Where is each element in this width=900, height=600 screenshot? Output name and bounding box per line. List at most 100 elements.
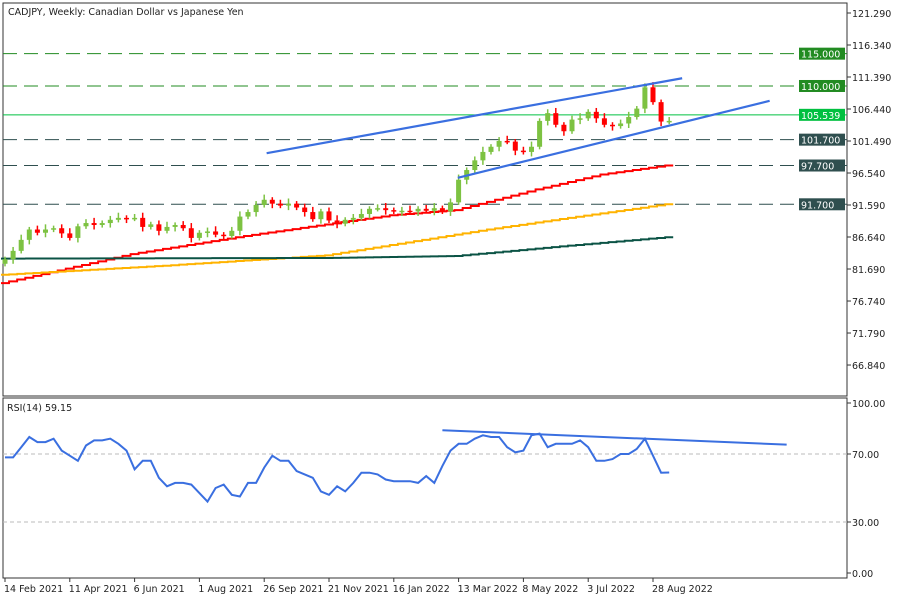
level-price-badge <box>799 79 845 92</box>
level-price-badge <box>799 133 845 146</box>
bullish-candle <box>626 117 632 124</box>
level-price-label: 91.700 <box>801 200 834 211</box>
bullish-candle <box>358 213 364 218</box>
moving-average-line <box>1 236 674 260</box>
price-tick-label: 81.690 <box>852 265 885 276</box>
rsi-label: RSI(14) 59.15 <box>7 403 72 414</box>
bullish-candle <box>342 219 348 224</box>
bearish-candle <box>34 229 40 233</box>
bullish-candle <box>577 118 583 120</box>
time-tick-label: 26 Sep 2021 <box>263 584 323 595</box>
bullish-candle <box>75 226 81 238</box>
price-tick-label: 71.790 <box>852 329 885 340</box>
bearish-candle <box>553 113 559 125</box>
bullish-candle <box>375 208 381 210</box>
bullish-candle <box>367 208 372 214</box>
bearish-candle <box>593 111 599 119</box>
trend-channel-upper <box>266 77 683 155</box>
moving-average-line <box>1 203 674 276</box>
bullish-candle <box>318 211 324 220</box>
bullish-candle <box>253 204 259 213</box>
time-tick-label: 28 Aug 2022 <box>652 584 713 595</box>
bullish-candle <box>205 231 210 233</box>
rsi-tick-label: 70.00 <box>852 450 879 461</box>
bullish-candle <box>537 120 543 147</box>
bullish-candle <box>261 199 267 205</box>
level-price-badge <box>799 47 845 60</box>
bullish-candle <box>634 108 640 118</box>
bullish-candle <box>172 224 178 227</box>
bearish-candle <box>407 210 413 213</box>
time-tick-label: 1 Aug 2021 <box>198 584 253 595</box>
bearish-candle <box>67 233 73 238</box>
bullish-candle <box>245 212 251 217</box>
price-tick-label: 121.290 <box>852 9 891 20</box>
chart-title: CADJPY, Weekly: Canadian Dollar vs Japan… <box>8 7 244 18</box>
time-tick-label: 6 Jun 2021 <box>134 584 185 595</box>
bullish-candle <box>286 203 291 206</box>
bearish-candle <box>156 224 162 231</box>
bullish-candle <box>99 223 105 225</box>
bullish-candle <box>399 210 405 213</box>
level-price-label: 115.000 <box>801 50 840 61</box>
price-tick-label: 96.540 <box>852 169 885 180</box>
bearish-candle <box>504 140 510 143</box>
bullish-candle <box>51 228 57 230</box>
level-price-label: 105.539 <box>801 111 840 122</box>
bullish-candle <box>642 87 648 109</box>
rsi-pane[interactable] <box>2 397 848 579</box>
time-tick-label: 14 Feb 2021 <box>4 584 63 595</box>
bearish-candle <box>59 228 65 234</box>
bearish-candle <box>650 87 656 103</box>
bullish-candle <box>10 250 16 260</box>
bullish-candle <box>115 217 121 220</box>
bullish-candle <box>83 223 89 227</box>
rsi-trendline <box>442 429 787 446</box>
time-tick-label: 21 Nov 2021 <box>328 584 389 595</box>
level-price-label: 110.000 <box>801 82 840 93</box>
bearish-candle <box>294 203 300 208</box>
rsi-tick-label: 100.00 <box>852 399 885 410</box>
bearish-candle <box>334 220 340 224</box>
price-tick-label: 111.390 <box>852 73 891 84</box>
bearish-candle <box>124 217 129 220</box>
price-tick-label: 101.490 <box>852 137 891 148</box>
level-price-badge <box>799 198 845 211</box>
level-price-badge <box>799 108 845 121</box>
bullish-candle <box>545 113 551 121</box>
bullish-candle <box>666 120 672 123</box>
bullish-candle <box>237 216 243 231</box>
bullish-candle <box>132 217 138 220</box>
bullish-candle <box>488 146 494 152</box>
rsi-tick-label: 0.00 <box>852 569 873 580</box>
level-price-label: 101.700 <box>801 136 840 147</box>
bullish-candle <box>43 229 48 233</box>
bullish-candle <box>456 179 462 203</box>
bearish-candle <box>391 210 397 212</box>
bearish-candle <box>520 150 526 153</box>
bearish-candle <box>213 231 219 235</box>
bearish-candle <box>423 208 429 211</box>
bullish-candle <box>448 202 453 212</box>
bullish-candle <box>107 219 113 224</box>
price-tick-label: 76.740 <box>852 297 885 308</box>
bullish-candle <box>585 111 591 119</box>
price-tick-label: 116.340 <box>852 41 891 52</box>
bearish-candle <box>439 208 445 212</box>
bearish-candle <box>658 102 664 122</box>
bullish-candle <box>26 229 32 240</box>
bearish-candle <box>561 124 567 132</box>
bullish-candle <box>431 208 437 211</box>
bullish-candle <box>164 226 170 231</box>
bullish-candle <box>480 151 486 161</box>
bullish-candle <box>18 239 24 251</box>
bullish-candle <box>415 208 421 212</box>
price-tick-label: 91.590 <box>852 201 885 212</box>
main-price-pane[interactable] <box>2 2 848 397</box>
bearish-candle <box>383 208 389 211</box>
bearish-candle <box>180 224 186 229</box>
time-tick-label: 8 May 2022 <box>522 584 578 595</box>
bullish-candle <box>569 119 575 132</box>
bearish-candle <box>610 124 615 127</box>
